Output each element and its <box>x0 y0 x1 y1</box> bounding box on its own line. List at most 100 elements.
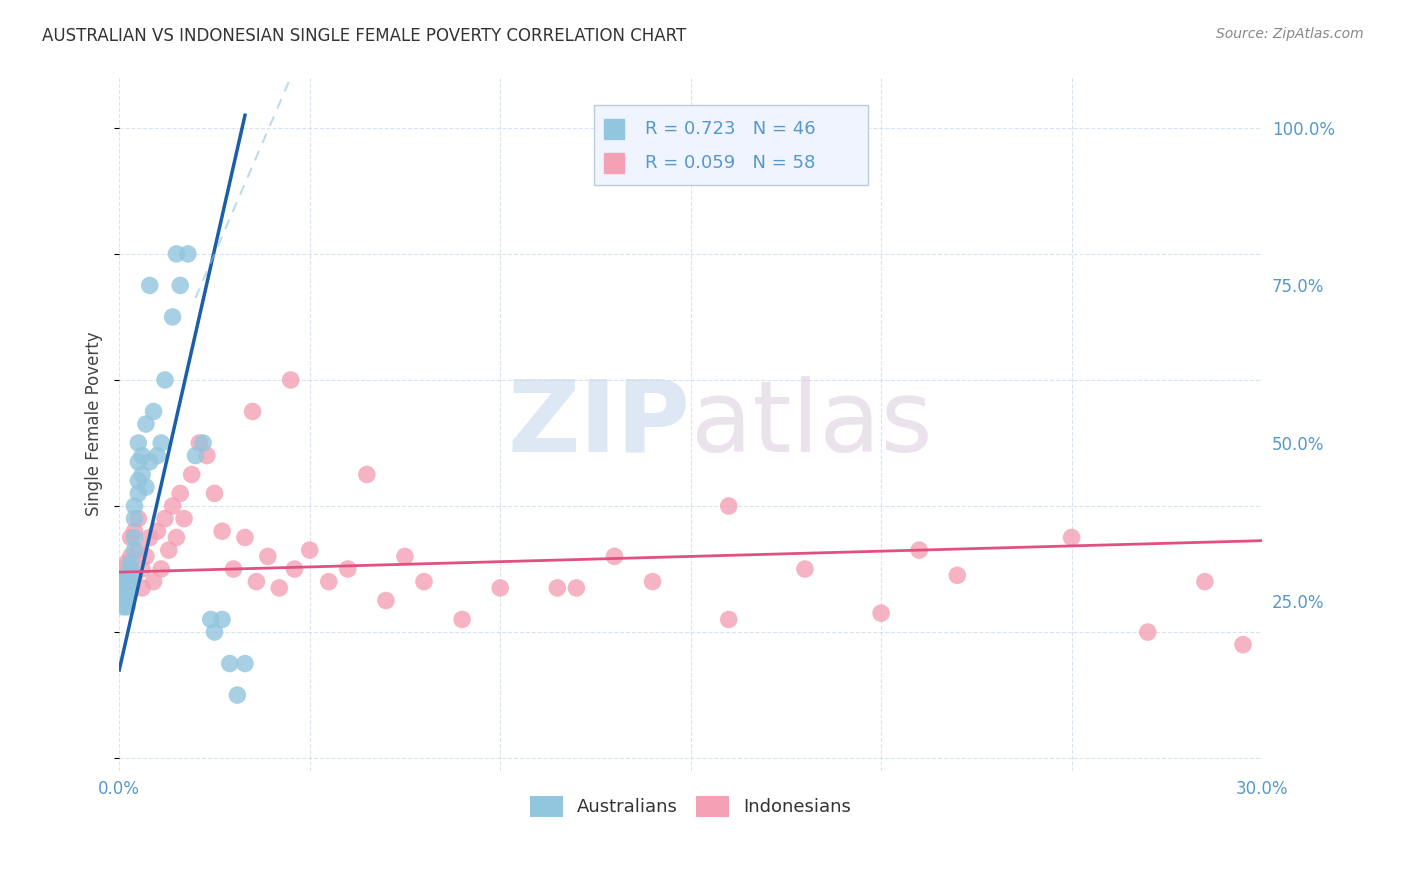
Point <box>142 404 165 418</box>
Point <box>153 511 176 525</box>
Y-axis label: Single Female Poverty: Single Female Poverty <box>86 332 103 516</box>
Point <box>162 499 184 513</box>
Point <box>1136 625 1159 640</box>
Point <box>394 549 416 564</box>
Point <box>413 574 436 589</box>
Point <box>120 574 142 589</box>
Point <box>717 612 740 626</box>
Point <box>112 574 135 589</box>
Point <box>1060 531 1083 545</box>
Point <box>120 568 142 582</box>
Point <box>1232 638 1254 652</box>
Point <box>124 568 146 582</box>
Point <box>283 562 305 576</box>
Point <box>153 373 176 387</box>
Point <box>131 467 153 482</box>
Point <box>195 449 218 463</box>
Point <box>211 612 233 626</box>
FancyBboxPatch shape <box>593 105 868 185</box>
Text: atlas: atlas <box>690 376 932 473</box>
Point <box>112 562 135 576</box>
Point <box>226 688 249 702</box>
Point <box>127 511 149 525</box>
Point <box>124 524 146 539</box>
Point <box>124 511 146 525</box>
Point <box>233 531 256 545</box>
Text: AUSTRALIAN VS INDONESIAN SINGLE FEMALE POVERTY CORRELATION CHART: AUSTRALIAN VS INDONESIAN SINGLE FEMALE P… <box>42 27 686 45</box>
Point <box>356 467 378 482</box>
Point <box>204 486 226 500</box>
Point <box>218 657 240 671</box>
Point <box>256 549 278 564</box>
Point <box>908 543 931 558</box>
Point <box>565 581 588 595</box>
Point <box>546 581 568 595</box>
Point <box>127 486 149 500</box>
Point <box>162 310 184 324</box>
Point <box>717 499 740 513</box>
Point <box>165 247 187 261</box>
Point <box>233 657 256 671</box>
Point <box>135 480 157 494</box>
Text: R = 0.059   N = 58: R = 0.059 N = 58 <box>645 153 815 171</box>
Point <box>188 436 211 450</box>
Point <box>139 278 162 293</box>
Point <box>112 581 135 595</box>
Point <box>112 587 135 601</box>
Point <box>1194 574 1216 589</box>
Point <box>641 574 664 589</box>
Point <box>115 587 138 601</box>
Point <box>946 568 969 582</box>
Point <box>177 247 200 261</box>
Point <box>115 599 138 614</box>
Point <box>115 581 138 595</box>
Point <box>124 499 146 513</box>
Point <box>298 543 321 558</box>
Point <box>204 625 226 640</box>
Point <box>336 562 359 576</box>
Point <box>245 574 267 589</box>
Point <box>191 436 214 450</box>
Point <box>120 562 142 576</box>
Point <box>374 593 396 607</box>
Point <box>184 449 207 463</box>
Point <box>115 574 138 589</box>
Point <box>489 581 512 595</box>
Point <box>150 562 173 576</box>
Point <box>127 543 149 558</box>
Point <box>120 531 142 545</box>
Point <box>135 549 157 564</box>
Point <box>127 436 149 450</box>
Point <box>242 404 264 418</box>
Point <box>169 278 191 293</box>
Point <box>112 593 135 607</box>
Point <box>150 436 173 450</box>
Point <box>115 568 138 582</box>
Point <box>146 524 169 539</box>
Point <box>165 531 187 545</box>
Point <box>120 556 142 570</box>
Point <box>115 593 138 607</box>
Point <box>131 562 153 576</box>
Point <box>120 549 142 564</box>
Point <box>127 455 149 469</box>
Point <box>269 581 291 595</box>
Point <box>120 581 142 595</box>
Point <box>200 612 222 626</box>
Point <box>124 543 146 558</box>
Point <box>870 606 893 620</box>
Point <box>139 455 162 469</box>
Legend: Australians, Indonesians: Australians, Indonesians <box>523 789 858 824</box>
Point <box>169 486 191 500</box>
Point <box>115 574 138 589</box>
Point <box>115 556 138 570</box>
Point <box>112 599 135 614</box>
Point <box>451 612 474 626</box>
Point <box>131 581 153 595</box>
Point <box>142 574 165 589</box>
Point <box>173 511 195 525</box>
Text: Source: ZipAtlas.com: Source: ZipAtlas.com <box>1216 27 1364 41</box>
Point <box>124 531 146 545</box>
Point <box>157 543 180 558</box>
Point <box>131 449 153 463</box>
